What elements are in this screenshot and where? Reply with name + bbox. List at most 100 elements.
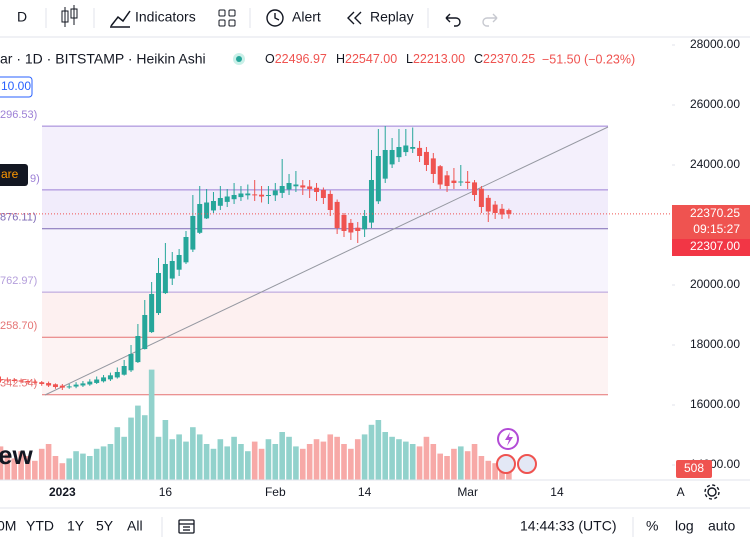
settings-button[interactable] — [704, 484, 720, 500]
volume-bar — [334, 436, 340, 480]
candle-body — [430, 158, 436, 174]
candle-body — [94, 379, 100, 383]
replay-icon[interactable] — [347, 11, 362, 25]
range-button[interactable]: YTD — [26, 518, 54, 534]
candle-body — [87, 381, 93, 385]
ohlc-value: 22547.00 — [345, 52, 397, 66]
redo-button[interactable] — [482, 13, 498, 27]
candle-body — [11, 379, 17, 381]
y-tick-label: 18000.00 — [690, 337, 740, 351]
range-button[interactable]: 5Y — [96, 518, 114, 534]
candle-body — [485, 197, 491, 212]
candle-body — [259, 194, 265, 197]
candle-body — [272, 190, 278, 196]
price-box[interactable] — [0, 76, 33, 98]
candle-body — [46, 383, 52, 386]
candle-body — [348, 222, 354, 233]
range-button[interactable]: 1Y — [67, 518, 85, 534]
indicators-icon[interactable] — [110, 10, 131, 28]
change-legend: −51.50 (−0.23%) — [542, 52, 635, 66]
candle-body — [423, 151, 429, 165]
volume-bar — [11, 458, 18, 480]
range-button[interactable]: All — [127, 518, 143, 534]
undo-button[interactable] — [445, 13, 461, 27]
fib-label: 876.11) — [0, 212, 37, 224]
candle-body — [142, 314, 148, 350]
flag-icon[interactable] — [517, 454, 537, 474]
candle-body — [156, 272, 162, 314]
candle-body — [382, 149, 388, 179]
alert-button[interactable]: Alert — [292, 9, 321, 25]
volume-bar — [272, 444, 279, 480]
ohlc-value: 22213.00 — [413, 52, 465, 66]
x-tick-label: 2023 — [49, 485, 76, 499]
alert-icon[interactable] — [266, 9, 284, 27]
ohlc-item: C22370.25 — [474, 52, 535, 66]
volume-bar — [382, 432, 389, 480]
candle-body — [252, 194, 258, 196]
candle-body — [341, 214, 347, 231]
volume-bar — [341, 444, 347, 480]
fib-zones: 296.53) 9) 876.11) 762.97) 258.70) 342.54) — [0, 109, 608, 396]
replay-button[interactable]: Replay — [370, 9, 414, 25]
volume-bar — [66, 458, 72, 480]
templates-button[interactable] — [218, 9, 236, 27]
fib-label: 258.70) — [0, 320, 37, 332]
x-tick-label: Feb — [265, 485, 286, 499]
candle-body — [499, 208, 505, 215]
volume-bar — [100, 446, 107, 480]
volume-bar — [93, 448, 100, 480]
volume-bar — [361, 434, 368, 480]
volume-bar — [320, 441, 327, 480]
interval-button[interactable]: D — [17, 9, 27, 25]
candle-body — [121, 365, 127, 375]
volume-bar — [190, 427, 196, 480]
candle-body — [107, 375, 113, 380]
candle-body — [25, 380, 31, 383]
candle-body — [204, 202, 210, 219]
clock[interactable]: 14:44:33 (UTC) — [520, 518, 616, 534]
ohlc-key: L — [406, 52, 413, 66]
chart-type-button[interactable] — [61, 5, 78, 27]
volume-bar — [148, 369, 155, 480]
candle-body — [307, 186, 313, 189]
plot — [0, 125, 672, 480]
volume-bar — [409, 444, 416, 480]
x-tick-label: 14 — [550, 485, 564, 499]
indicators-button[interactable]: Indicators — [135, 9, 196, 25]
flag-icon[interactable] — [496, 454, 516, 474]
volume-bar — [18, 451, 24, 480]
price-axis: 14000.0016000.0018000.0020000.0022000.00… — [672, 37, 740, 471]
candle-body — [39, 382, 45, 384]
compare-badge[interactable] — [0, 164, 28, 186]
volume-bar — [176, 434, 182, 480]
candle-body — [224, 196, 230, 202]
volume-bar — [389, 436, 395, 480]
auto-toggle[interactable]: auto — [708, 518, 735, 534]
date-range-button[interactable] — [178, 519, 195, 534]
candle-body — [149, 293, 155, 333]
volume-bar — [196, 434, 203, 480]
volume-bar — [396, 439, 402, 480]
percent-toggle[interactable]: % — [646, 518, 658, 534]
candle-body — [128, 353, 134, 371]
candle-body — [492, 204, 498, 213]
volume-bar — [492, 463, 498, 480]
candle-body — [293, 184, 299, 187]
candle-body — [80, 383, 86, 386]
volume-bar — [251, 441, 258, 480]
volume-bar — [258, 448, 265, 480]
candle-body — [286, 182, 292, 190]
log-toggle[interactable]: log — [675, 518, 694, 534]
watermark: ew — [0, 440, 33, 470]
range-button[interactable]: 0M — [0, 518, 16, 534]
volume-bar — [4, 453, 11, 480]
candle-body — [4, 379, 10, 381]
symbol-legend[interactable]: ar · 1D · BITSTAMP · Heikin Ashi — [0, 51, 206, 67]
volume-bar — [451, 448, 457, 480]
volume-bar — [506, 467, 512, 480]
x-tick-label: A — [677, 485, 685, 499]
compare-label: are — [1, 167, 19, 181]
status-dot — [236, 56, 242, 62]
x-tick-label: 14 — [358, 485, 372, 499]
